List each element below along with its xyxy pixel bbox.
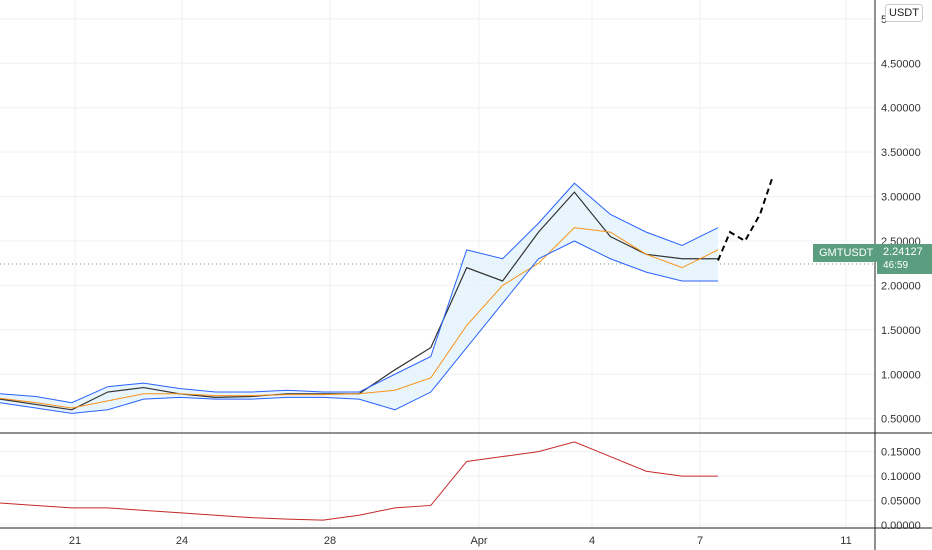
y-tick-label: 0.50000 (881, 414, 921, 426)
projection-line (717, 178, 773, 261)
currency-badge[interactable]: USDT (885, 4, 923, 22)
last-price-label: 2.24127 46:59 (877, 244, 932, 274)
y-tick-label: 3.50000 (881, 147, 921, 159)
y-tick-label: 4.50000 (881, 58, 921, 70)
main-plot (0, 178, 875, 414)
grid (0, 0, 875, 528)
indicator-y-tick-label: 0.05000 (881, 496, 921, 508)
indicator-line (0, 441, 718, 521)
upper-band-line (0, 182, 719, 404)
indicator-y-tick-label: 0.00000 (881, 520, 921, 532)
indicator-y-tick-label: 0.10000 (881, 471, 921, 483)
indicator-y-tick-label: 0.15000 (881, 447, 921, 459)
y-tick-label: 1.00000 (881, 369, 921, 381)
x-tick-label: 7 (697, 535, 703, 547)
x-tick-label: 21 (69, 535, 81, 547)
y-tick-label: 2.00000 (881, 280, 921, 292)
candle-countdown: 46:59 (883, 260, 909, 271)
x-tick-label: 11 (840, 535, 851, 547)
indicator-plot (0, 441, 718, 521)
moving-average-line (0, 227, 719, 409)
x-tick-label: 24 (176, 535, 188, 547)
x-tick-label: 4 (589, 535, 595, 547)
ticker-label: GMTUSDT (813, 244, 880, 262)
lower-band-line (0, 240, 718, 414)
last-price-value: 2.24127 (883, 246, 923, 258)
x-tick-label: Apr (470, 535, 487, 547)
y-tick-label: 4.00000 (881, 103, 921, 115)
band-fill (0, 183, 718, 414)
y-tick-label: 1.50000 (881, 325, 921, 337)
y-tick-label: 5 (881, 14, 887, 26)
x-tick-label: 28 (324, 535, 336, 547)
y-tick-label: 3.00000 (881, 192, 921, 204)
